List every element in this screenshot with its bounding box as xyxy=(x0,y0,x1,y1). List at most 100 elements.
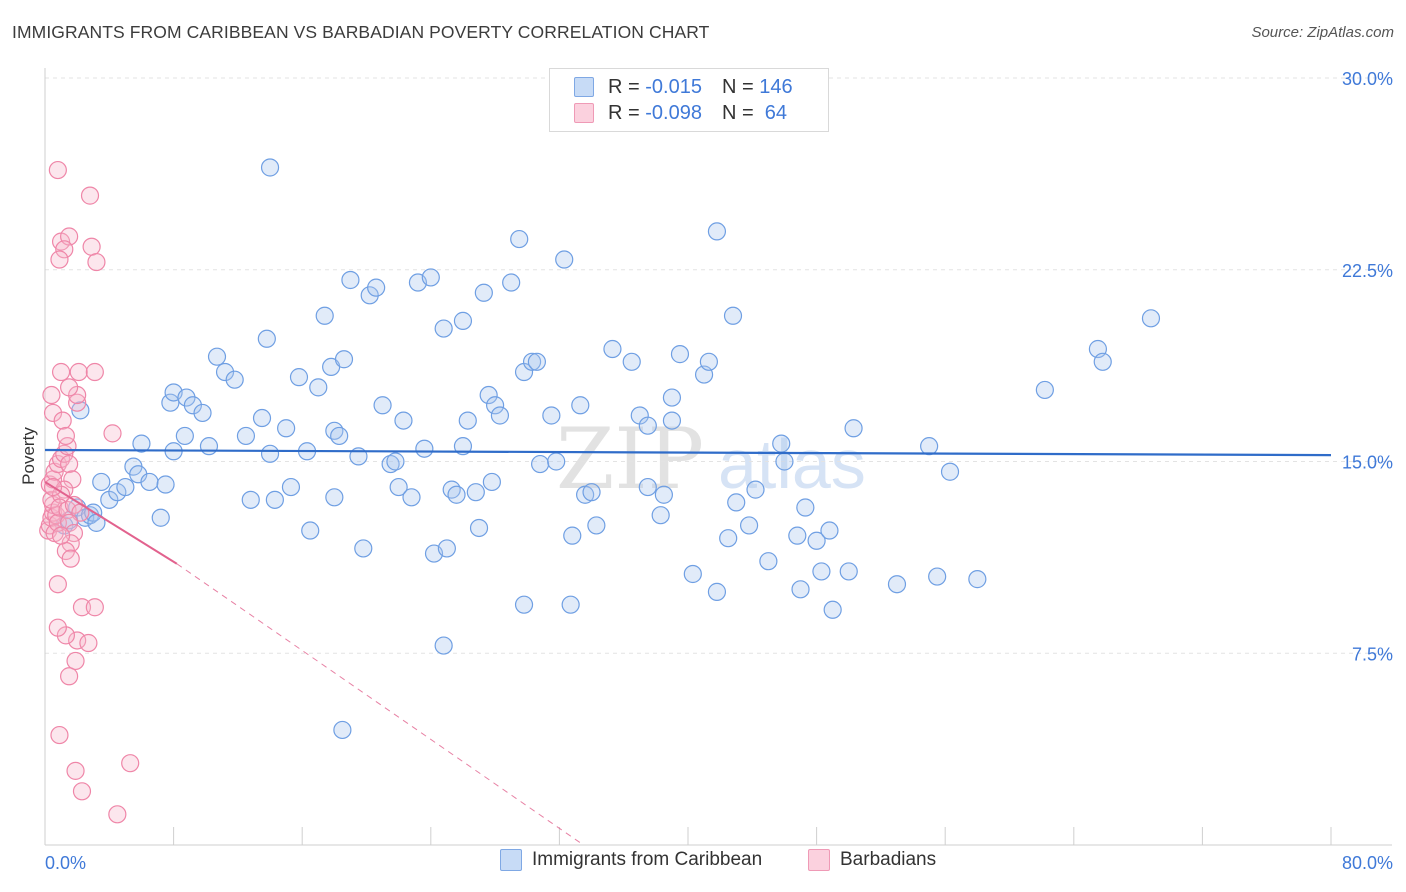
trend-line-caribbean xyxy=(44,448,1332,457)
data-point-barbadian xyxy=(82,237,101,256)
data-point-caribbean xyxy=(514,595,534,614)
data-point-caribbean xyxy=(772,434,791,453)
data-point-caribbean xyxy=(447,485,466,504)
data-point-caribbean xyxy=(354,539,373,558)
data-point-caribbean xyxy=(622,352,641,371)
data-point-caribbean xyxy=(940,462,960,481)
data-point-barbadian xyxy=(87,252,106,272)
data-point-caribbean xyxy=(928,567,947,586)
data-point-caribbean xyxy=(812,562,831,581)
y-tick-label: 15.0% xyxy=(1342,453,1393,473)
data-point-barbadian xyxy=(80,186,100,205)
data-point-barbadian xyxy=(43,403,63,423)
data-point-caribbean xyxy=(638,416,657,435)
y-tick-label: 30.0% xyxy=(1342,69,1393,89)
data-point-caribbean xyxy=(807,531,826,550)
data-point-barbadian xyxy=(121,754,140,773)
data-point-barbadian xyxy=(66,761,85,780)
data-point-caribbean xyxy=(92,472,111,492)
data-point-caribbean xyxy=(502,273,521,292)
data-point-barbadian xyxy=(68,631,87,650)
data-point-caribbean xyxy=(638,477,657,497)
data-point-caribbean xyxy=(651,506,670,525)
data-point-caribbean xyxy=(1093,352,1112,371)
data-point-barbadian xyxy=(68,393,87,412)
data-point-caribbean xyxy=(434,319,453,338)
data-point-barbadian xyxy=(103,424,122,443)
data-point-barbadian xyxy=(60,513,79,532)
data-point-caribbean xyxy=(775,452,794,471)
series-barbadians-points xyxy=(39,160,140,824)
data-point-caribbean xyxy=(301,521,320,540)
data-point-caribbean xyxy=(844,419,863,438)
bottom-legend-swatch-barbadians xyxy=(808,849,830,871)
data-point-caribbean xyxy=(920,437,939,456)
data-point-caribbean xyxy=(482,472,501,492)
data-point-barbadian xyxy=(66,651,85,671)
data-point-barbadian xyxy=(48,618,67,637)
data-point-caribbean xyxy=(1141,309,1161,328)
data-point-caribbean xyxy=(670,345,690,364)
data-point-caribbean xyxy=(193,403,212,423)
data-point-caribbean xyxy=(309,378,328,397)
data-point-caribbean xyxy=(707,582,727,601)
legend-swatch-caribbean xyxy=(574,77,594,97)
data-point-barbadian xyxy=(85,598,104,617)
data-point-caribbean xyxy=(727,493,746,512)
data-point-caribbean xyxy=(587,516,606,535)
data-point-caribbean xyxy=(402,488,421,507)
bottom-legend-label-barbadians: Barbadians xyxy=(840,849,937,870)
data-point-caribbean xyxy=(839,562,858,581)
data-point-barbadian xyxy=(48,575,67,594)
data-point-caribbean xyxy=(289,368,309,387)
data-point-caribbean xyxy=(207,347,227,366)
data-point-caribbean xyxy=(723,306,743,325)
data-point-caribbean xyxy=(968,570,987,589)
data-point-caribbean xyxy=(453,437,473,456)
data-point-barbadian xyxy=(72,598,92,617)
data-point-caribbean xyxy=(225,370,244,389)
data-point-caribbean xyxy=(161,393,180,412)
data-point-caribbean xyxy=(257,329,276,348)
data-point-caribbean xyxy=(442,480,461,499)
data-point-barbadian xyxy=(79,633,98,653)
legend-r-value: -0.015 xyxy=(645,75,702,98)
data-point-caribbean xyxy=(887,575,907,594)
data-point-barbadian xyxy=(69,362,88,382)
data-point-caribbean xyxy=(1035,380,1054,400)
data-point-caribbean xyxy=(333,720,352,740)
data-point-caribbean xyxy=(563,526,582,545)
legend-row-barbadians: R = -0.098 N = 64 xyxy=(574,100,787,126)
data-point-caribbean xyxy=(479,385,498,405)
data-point-caribbean xyxy=(315,306,334,325)
data-point-caribbean xyxy=(325,488,344,507)
data-point-caribbean xyxy=(325,421,344,440)
data-point-caribbean xyxy=(281,477,301,497)
data-point-barbadian xyxy=(72,782,92,801)
data-point-caribbean xyxy=(542,406,561,425)
data-point-caribbean xyxy=(469,518,489,538)
data-point-caribbean xyxy=(156,475,175,494)
data-point-caribbean xyxy=(330,426,349,446)
legend-n-label: N = xyxy=(721,101,760,124)
data-point-caribbean xyxy=(662,388,682,407)
source-label: Source: ZipAtlas.com xyxy=(1251,24,1394,41)
data-point-caribbean xyxy=(116,477,135,497)
data-point-barbadian xyxy=(48,160,67,180)
data-point-caribbean xyxy=(707,222,727,241)
legend-n-label: N = xyxy=(721,75,760,98)
data-point-caribbean xyxy=(260,444,280,463)
trend-line-barbadians xyxy=(44,481,178,565)
data-point-caribbean xyxy=(662,411,682,430)
data-point-caribbean xyxy=(394,411,413,430)
data-point-caribbean xyxy=(386,452,405,471)
data-point-caribbean xyxy=(547,452,566,471)
data-point-barbadian xyxy=(55,240,74,259)
series-caribbean-points xyxy=(55,158,1161,740)
data-point-caribbean xyxy=(719,529,738,548)
bottom-legend-swatch-caribbean xyxy=(500,849,522,871)
data-point-caribbean xyxy=(510,229,529,249)
data-point-caribbean xyxy=(603,339,622,359)
legend-r-value: -0.098 xyxy=(645,101,702,124)
data-point-caribbean xyxy=(183,396,202,415)
